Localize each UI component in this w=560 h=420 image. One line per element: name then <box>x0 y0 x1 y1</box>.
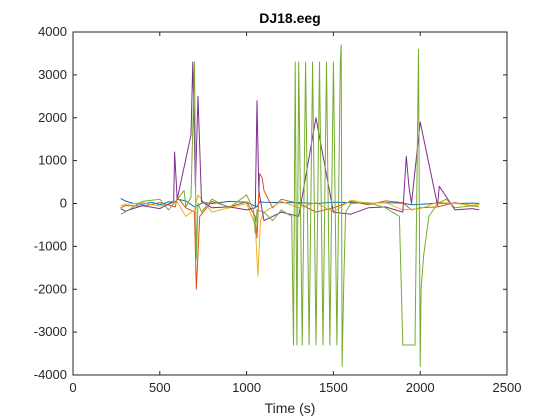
y-tick-label-1: -3000 <box>34 324 67 339</box>
x-axis-title: Time (s) <box>265 400 316 416</box>
series-line-4 <box>120 61 480 222</box>
x-tick-label-3: 1500 <box>319 380 348 395</box>
x-tick-label-5: 2500 <box>493 380 522 395</box>
series-line-2 <box>120 173 480 290</box>
chart-title: DJ18.eeg <box>259 10 320 26</box>
plot-area: 0 500 1000 1500 2000 2500 -4000 -3000 -2000 -1000… <box>34 24 522 395</box>
series-line-3 <box>120 194 480 277</box>
series-line-5 <box>120 44 480 367</box>
y-tick-label-3: -1000 <box>34 238 67 253</box>
y-tick-label-8: 4000 <box>38 24 67 39</box>
series-layer <box>120 44 480 367</box>
y-tick-label-4: 0 <box>60 196 67 211</box>
y-tick-label-5: 1000 <box>38 153 67 168</box>
x-tick-label-1: 500 <box>149 380 171 395</box>
y-tick-label-0: -4000 <box>34 367 67 382</box>
x-tick-label-0: 0 <box>69 380 76 395</box>
y-tick-label-6: 2000 <box>38 110 67 125</box>
y-tick-label-7: 3000 <box>38 67 67 82</box>
tick-layer: 0 500 1000 1500 2000 2500 -4000 -3000 -2000 -1000… <box>34 24 522 395</box>
x-tick-label-4: 2000 <box>406 380 435 395</box>
y-tick-label-2: -2000 <box>34 281 67 296</box>
x-tick-label-2: 1000 <box>232 380 261 395</box>
